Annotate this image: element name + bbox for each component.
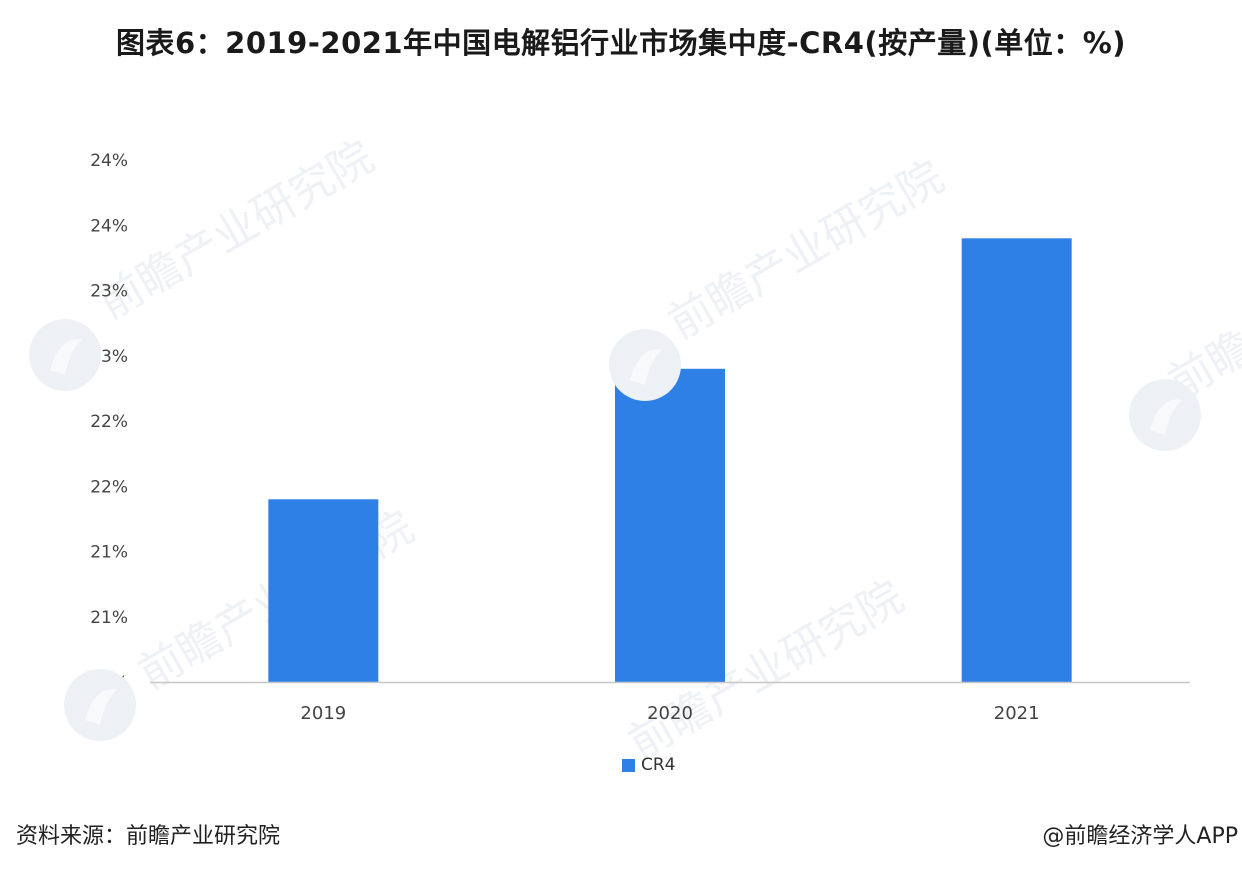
y-tick-label: 24% — [90, 216, 128, 236]
legend[interactable]: CR4 — [622, 755, 676, 775]
y-tick-label: 21% — [90, 543, 128, 563]
watermark-text: 前瞻产业研究院 — [660, 151, 952, 349]
bar-2019 — [268, 499, 379, 682]
x-tick-label: 2020 — [647, 703, 693, 724]
y-tick-label: 22% — [90, 477, 128, 497]
brand-credit: @前瞻经济学人APP — [1042, 824, 1238, 849]
y-tick-label: 24% — [90, 151, 128, 171]
y-tick-label: 22% — [90, 412, 128, 432]
watermark-text: 前瞻产业研究院 — [1160, 211, 1242, 409]
y-tick-label: 23% — [90, 282, 128, 302]
x-tick-label: 2021 — [994, 703, 1040, 724]
bar-2020 — [615, 368, 725, 682]
legend-label-cr4: CR4 — [641, 755, 676, 775]
y-tick-label: 23% — [90, 347, 128, 367]
legend-swatch-cr4 — [622, 758, 635, 772]
watermark-text: 前瞻产业研究院 — [90, 131, 382, 329]
bar-2021 — [961, 238, 1072, 683]
source-note: 资料来源：前瞻产业研究院 — [16, 824, 281, 849]
y-tick-label: 21% — [90, 608, 128, 628]
x-tick-label: 2019 — [300, 703, 346, 724]
bar-chart: 前瞻产业研究院前瞻产业研究院前瞻产业研究院前瞻产业研究院前瞻产业研究院20%21… — [90, 131, 1242, 769]
y-tick-label: 20% — [90, 673, 128, 693]
chart-title: 图表6：2019-2021年中国电解铝行业市场集中度-CR4(按产量)(单位：%… — [115, 26, 1127, 60]
